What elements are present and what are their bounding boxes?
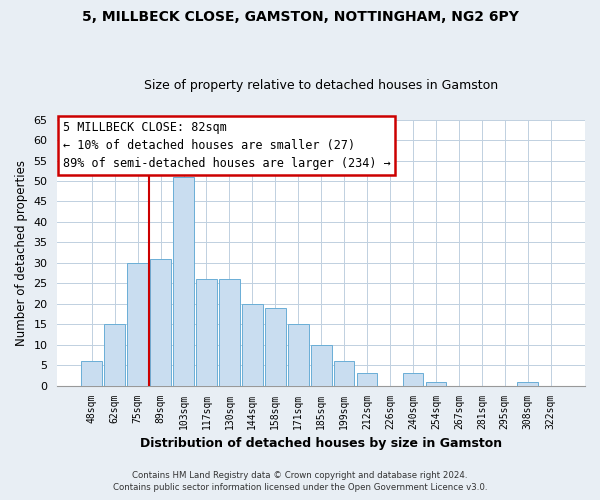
- Bar: [150, 259, 171, 386]
- Text: 5, MILLBECK CLOSE, GAMSTON, NOTTINGHAM, NG2 6PY: 5, MILLBECK CLOSE, GAMSTON, NOTTINGHAM, …: [82, 10, 518, 24]
- Bar: [425, 382, 446, 386]
- Bar: [127, 263, 148, 386]
- Text: 5 MILLBECK CLOSE: 82sqm
← 10% of detached houses are smaller (27)
89% of semi-de: 5 MILLBECK CLOSE: 82sqm ← 10% of detache…: [62, 121, 391, 170]
- Bar: [242, 304, 263, 386]
- Bar: [288, 324, 308, 386]
- X-axis label: Distribution of detached houses by size in Gamston: Distribution of detached houses by size …: [140, 437, 502, 450]
- Bar: [219, 280, 240, 386]
- Bar: [517, 382, 538, 386]
- Bar: [82, 361, 102, 386]
- Bar: [334, 361, 355, 386]
- Bar: [265, 308, 286, 386]
- Bar: [403, 374, 424, 386]
- Bar: [104, 324, 125, 386]
- Title: Size of property relative to detached houses in Gamston: Size of property relative to detached ho…: [144, 79, 498, 92]
- Bar: [357, 374, 377, 386]
- Bar: [196, 280, 217, 386]
- Y-axis label: Number of detached properties: Number of detached properties: [15, 160, 28, 346]
- Text: Contains HM Land Registry data © Crown copyright and database right 2024.
Contai: Contains HM Land Registry data © Crown c…: [113, 471, 487, 492]
- Bar: [173, 177, 194, 386]
- Bar: [311, 345, 332, 386]
